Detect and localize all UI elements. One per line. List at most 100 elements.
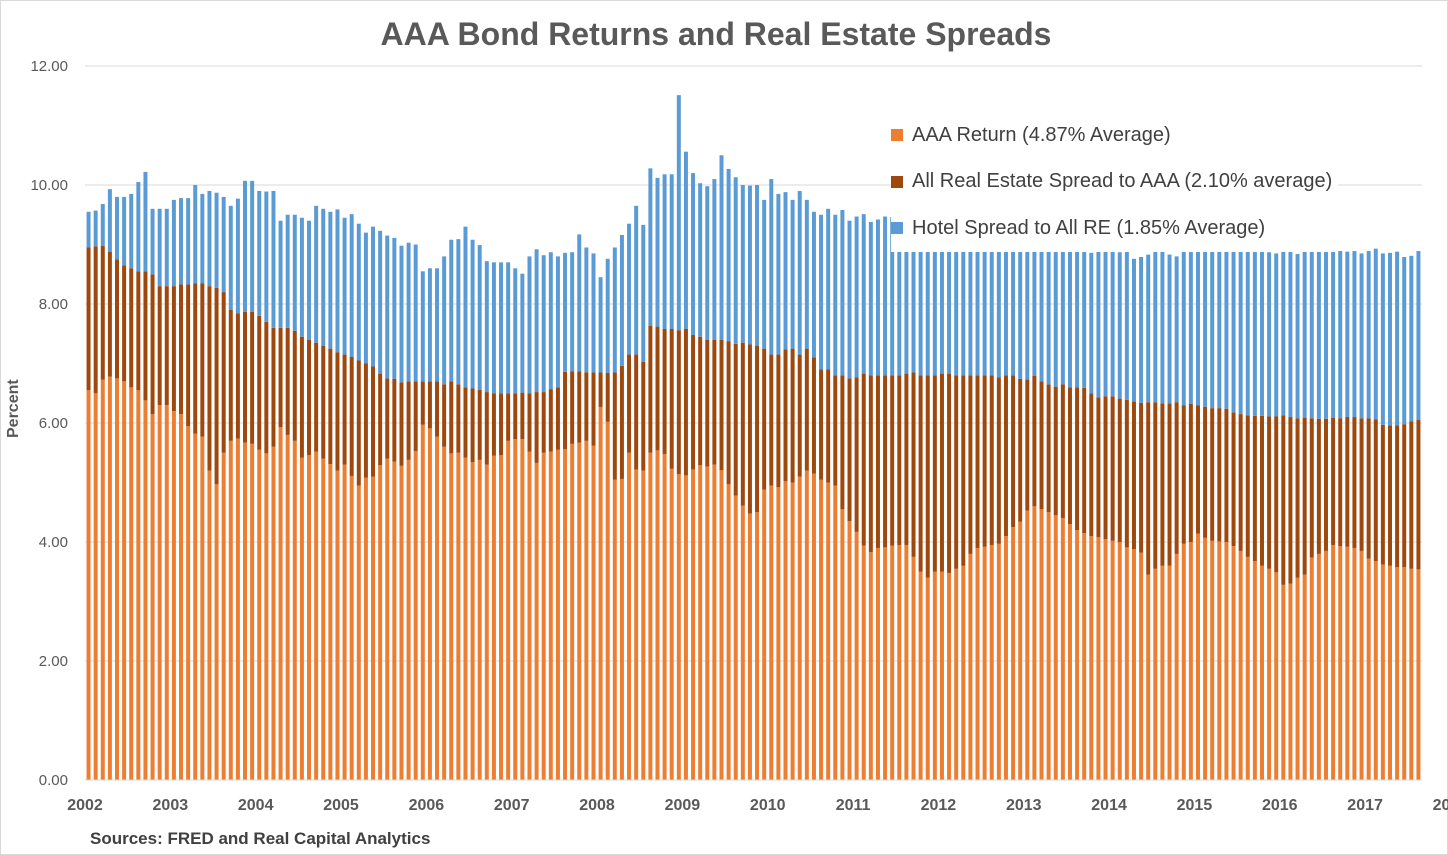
bar-segment-hotel xyxy=(534,249,539,393)
bar-segment-hotel xyxy=(1245,251,1250,416)
bar-segment-aaa xyxy=(499,455,504,780)
bar-segment-hotel xyxy=(712,179,717,340)
bar-segment-spread xyxy=(100,245,105,380)
bar-segment-hotel xyxy=(662,174,667,329)
bar-segment-aaa xyxy=(470,462,475,780)
bar-segment-aaa xyxy=(683,475,688,780)
bar-segment-aaa xyxy=(783,481,788,780)
bar-segment-aaa xyxy=(1103,539,1108,780)
bar-segment-spread xyxy=(243,311,247,443)
bar-segment-hotel xyxy=(371,226,376,367)
bar-segment-hotel xyxy=(627,223,632,355)
bar-segment-aaa xyxy=(996,543,1001,780)
bar-segment-hotel xyxy=(577,234,582,372)
bar-segment-aaa xyxy=(577,442,582,780)
bar-segment-aaa xyxy=(883,547,888,780)
bar-segment-aaa xyxy=(527,451,532,780)
x-tick-label: 2008 xyxy=(579,797,615,814)
bar-segment-spread xyxy=(1288,417,1293,584)
bar-segment-hotel xyxy=(883,216,888,376)
bar-segment-hotel xyxy=(1146,254,1151,403)
bar-segment-spread xyxy=(1153,402,1158,569)
bar-segment-spread xyxy=(584,372,589,441)
bar-segment-hotel xyxy=(1331,248,1336,418)
bar-segment-hotel xyxy=(819,214,824,370)
bar-segment-hotel xyxy=(563,252,568,372)
bar-segment-spread xyxy=(563,371,568,450)
bar-segment-spread xyxy=(1395,425,1400,567)
bar-segment-hotel xyxy=(299,217,304,337)
bar-segment-spread xyxy=(911,372,916,557)
bar-segment-aaa xyxy=(235,438,240,780)
bar-segment-hotel xyxy=(548,252,553,390)
bar-segment-hotel xyxy=(235,198,240,314)
bar-segment-hotel xyxy=(1046,236,1051,385)
bar-segment-hotel xyxy=(435,268,440,382)
bar-segment-aaa xyxy=(655,450,660,780)
bar-segment-hotel xyxy=(676,95,681,331)
bar-segment-spread xyxy=(826,369,831,483)
bar-segment-spread xyxy=(897,375,902,545)
bar-segment-hotel xyxy=(243,180,247,312)
bar-segment-hotel xyxy=(413,244,418,382)
bar-segment-aaa xyxy=(321,458,326,780)
bar-segment-hotel xyxy=(1316,251,1321,419)
bar-segment-aaa xyxy=(250,443,255,780)
bar-segment-spread xyxy=(378,373,383,466)
bar-segment-hotel xyxy=(115,196,119,260)
bar-segment-hotel xyxy=(228,205,233,310)
bar-segment-hotel xyxy=(278,220,283,328)
y-tick-label: 6.00 xyxy=(39,415,68,432)
bar-segment-hotel xyxy=(1160,251,1165,404)
legend: AAA Return (4.87% Average) All Real Esta… xyxy=(891,112,1339,252)
bar-segment-aaa xyxy=(136,390,141,780)
bar-segment-spread xyxy=(520,392,525,440)
bar-segment-spread xyxy=(854,377,859,532)
y-tick-label: 4.00 xyxy=(39,534,68,551)
bar-segment-spread xyxy=(264,321,269,454)
bar-segment-spread xyxy=(1302,417,1307,575)
bar-segment-hotel xyxy=(499,262,504,394)
bar-segment-hotel xyxy=(349,214,354,357)
bar-segment-hotel xyxy=(1366,251,1371,419)
bar-segment-spread xyxy=(961,375,966,566)
bar-segment-hotel xyxy=(1153,250,1158,403)
bar-segment-hotel xyxy=(1274,253,1279,417)
bar-segment-aaa xyxy=(634,469,639,780)
bar-segment-aaa xyxy=(1316,553,1321,780)
bar-segment-aaa xyxy=(1046,512,1051,780)
bar-segment-spread xyxy=(1231,412,1236,547)
bar-segment-spread xyxy=(115,259,119,379)
bar-segment-hotel xyxy=(598,277,603,373)
bar-segment-aaa xyxy=(186,425,191,780)
bar-segment-hotel xyxy=(1288,251,1293,418)
bar-segment-aaa xyxy=(1409,568,1414,780)
bar-segment-aaa xyxy=(911,556,916,781)
bar-segment-spread xyxy=(975,375,980,548)
bar-segment-spread xyxy=(1124,399,1129,548)
bar-segment-hotel xyxy=(463,226,468,388)
bar-segment-hotel xyxy=(939,236,944,374)
bar-segment-hotel xyxy=(719,155,724,340)
bar-segment-spread xyxy=(427,381,432,429)
bar-segment-aaa xyxy=(918,571,923,780)
bar-segment-hotel xyxy=(1352,251,1357,418)
bar-segment-hotel xyxy=(1082,237,1087,388)
bar-segment-aaa xyxy=(854,531,859,780)
bar-segment-aaa xyxy=(755,512,760,780)
bar-segment-aaa xyxy=(349,475,354,780)
bar-segment-hotel xyxy=(385,235,390,379)
bar-segment-hotel xyxy=(292,214,297,331)
bar-segment-aaa xyxy=(904,544,909,780)
bar-segment-hotel xyxy=(641,224,646,362)
bar-segment-aaa xyxy=(491,455,496,780)
legend-label-aaa: AAA Return (4.87% Average) xyxy=(912,123,1171,146)
bar-segment-spread xyxy=(1388,425,1392,566)
bar-segment-spread xyxy=(506,393,511,441)
bar-segment-hotel xyxy=(804,199,809,349)
bar-segment-hotel xyxy=(833,214,838,376)
bar-segment-hotel xyxy=(918,220,923,376)
bar-segment-aaa xyxy=(811,473,816,780)
bar-segment-aaa xyxy=(299,457,304,780)
bar-segment-spread xyxy=(968,375,973,554)
